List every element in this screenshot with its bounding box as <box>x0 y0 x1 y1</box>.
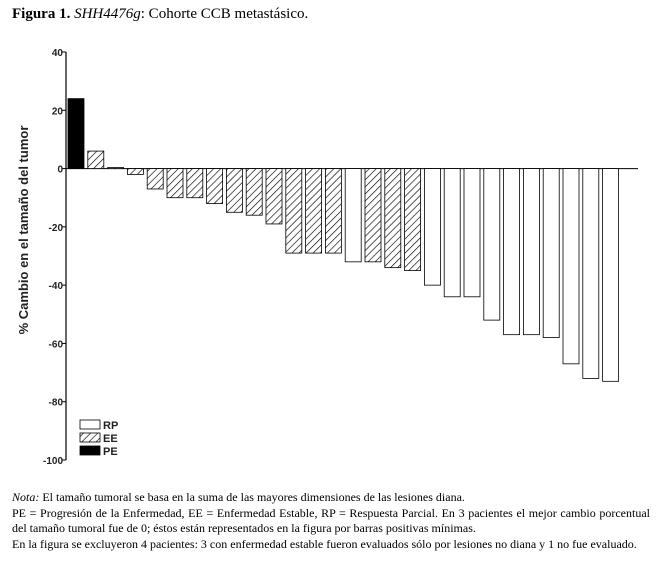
figure-title: Figura 1. SHH4476g: Cohorte CCB metastás… <box>12 6 308 23</box>
bars-group <box>67 98 619 382</box>
bar-ee <box>265 168 283 225</box>
legend-swatch-rp <box>79 419 101 430</box>
bar-ee <box>285 168 303 254</box>
bar-ee <box>186 168 204 199</box>
bar-rp <box>344 168 362 263</box>
legend-swatch-ee <box>79 432 101 443</box>
y-tick-label: -20 <box>49 223 64 234</box>
bar-rp <box>523 168 540 336</box>
y-tick-label: 40 <box>52 48 64 59</box>
bar-ee <box>166 168 184 199</box>
bar-rp <box>443 168 461 298</box>
bar-ee <box>364 168 382 263</box>
bar-rp <box>562 168 580 365</box>
bar-rp <box>602 168 619 382</box>
note-text-1: El tamaño tumoral se basa en la suma de … <box>39 490 465 504</box>
y-tick-label: 0 <box>57 165 63 176</box>
bar-ee <box>245 168 263 216</box>
y-axis-label-group: % Cambio en el tamaño del tumor <box>16 126 31 335</box>
note-line-3: En la figura se excluyeron 4 pacientes: … <box>12 536 637 551</box>
bar-ee <box>146 168 164 190</box>
y-axis-label: % Cambio en el tamaño del tumor <box>16 126 31 335</box>
bar-rp <box>423 168 441 286</box>
figure-note: Nota: El tamaño tumoral se basa en la su… <box>12 490 650 552</box>
legend-label-ee: EE <box>103 433 118 445</box>
figure-label: Figura 1. <box>12 6 71 22</box>
bar-ee <box>384 168 402 269</box>
bar-ee <box>324 168 342 254</box>
bar-rp <box>483 168 501 321</box>
bar-rp <box>463 168 481 298</box>
bar-ee <box>225 168 243 213</box>
note-label: Nota: <box>12 490 40 504</box>
y-tick-label: 20 <box>52 106 64 117</box>
y-tick-label: -80 <box>49 398 64 409</box>
legend-label-pe: PE <box>103 446 118 458</box>
figure-drug: SHH4476g <box>74 6 141 22</box>
legend-swatch-pe <box>79 445 101 456</box>
waterfall-chart: % Cambio en el tamaño del tumor 40 20 0 -20… <box>16 48 638 467</box>
bar-rp <box>582 168 600 379</box>
bar-ee <box>87 150 105 169</box>
bar-pe <box>67 98 85 169</box>
figure-title-rest: : Cohorte CCB metastásico. <box>140 6 309 22</box>
y-tick-label: -40 <box>49 281 64 292</box>
bar-ee <box>404 168 422 271</box>
y-tick-label: -100 <box>43 456 63 467</box>
bar-ee <box>107 167 124 169</box>
note-line-1: Nota: El tamaño tumoral se basa en la su… <box>12 490 650 506</box>
y-tick-label: -60 <box>49 339 64 350</box>
bar-ee <box>127 168 144 175</box>
legend-label-rp: RP <box>103 420 118 432</box>
bar-ee <box>305 168 323 254</box>
bar-rp <box>542 168 560 338</box>
bar-rp <box>503 168 521 336</box>
note-line-2: PE = Progresión de la Enfermedad, EE = E… <box>12 505 650 536</box>
bar-ee <box>206 168 224 204</box>
